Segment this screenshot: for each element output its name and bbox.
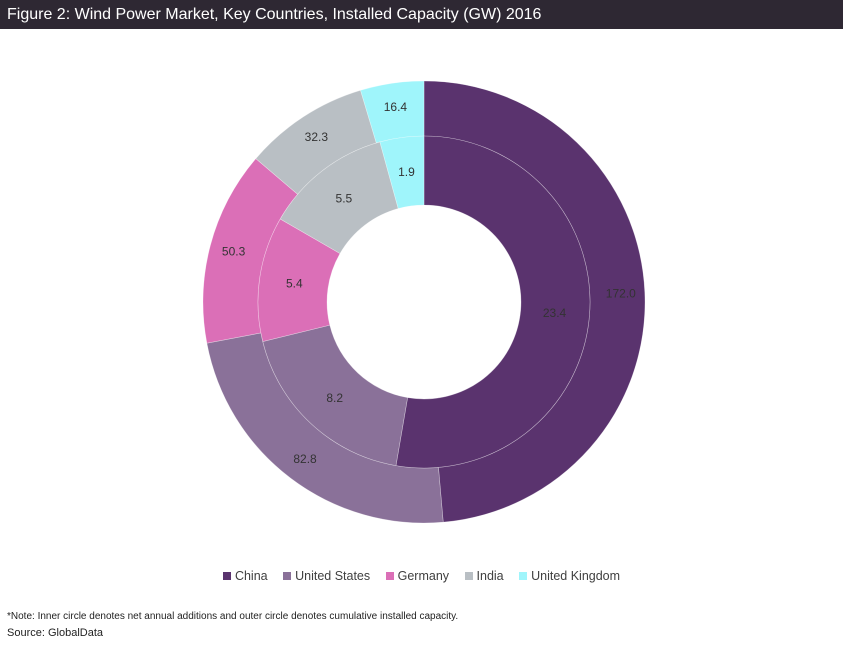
legend-swatch xyxy=(519,571,528,580)
legend-swatch xyxy=(222,571,231,580)
outer-label-germany: 50.3 xyxy=(222,244,246,258)
outer-label-india: 32.3 xyxy=(305,130,329,144)
inner-label-united-states: 8.2 xyxy=(326,391,343,405)
inner-label-china: 23.4 xyxy=(543,306,567,320)
legend-item-germany: Germany xyxy=(385,569,450,583)
legend-swatch xyxy=(283,571,292,580)
legend: China United States Germany India United… xyxy=(0,569,843,583)
legend-label: United Kingdom xyxy=(531,569,621,583)
legend-swatch xyxy=(385,571,394,580)
inner-slice-china xyxy=(395,135,591,469)
inner-slice-india xyxy=(279,141,399,254)
footnote: *Note: Inner circle denotes net annual a… xyxy=(7,611,459,622)
legend-item-china: China xyxy=(222,569,268,583)
outer-label-china: 172.0 xyxy=(606,286,636,300)
legend-label: India xyxy=(476,569,504,583)
source-note: Source: GlobalData xyxy=(7,627,103,639)
outer-label-united-kingdom: 16.4 xyxy=(384,100,408,114)
chart-title: Figure 2: Wind Power Market, Key Countri… xyxy=(0,0,843,29)
legend-label: United States xyxy=(295,569,371,583)
inner-slice-united-kingdom xyxy=(379,135,425,209)
outer-label-united-states: 82.8 xyxy=(293,452,317,466)
inner-label-india: 5.5 xyxy=(336,191,353,205)
legend-item-united-states: United States xyxy=(283,569,370,583)
inner-label-united-kingdom: 1.9 xyxy=(398,165,415,179)
legend-label: Germany xyxy=(397,569,450,583)
inner-slice-united-states xyxy=(262,324,408,466)
legend-swatch xyxy=(464,571,473,580)
legend-item-united-kingdom: United Kingdom xyxy=(519,569,620,583)
legend-item-india: India xyxy=(464,569,504,583)
donut-chart: 172.0 82.8 50.3 32.3 16.4 23.4 8.2 5.4 5.5 1.9 xyxy=(202,80,646,524)
inner-label-germany: 5.4 xyxy=(286,277,303,291)
legend-label: China xyxy=(234,569,268,583)
